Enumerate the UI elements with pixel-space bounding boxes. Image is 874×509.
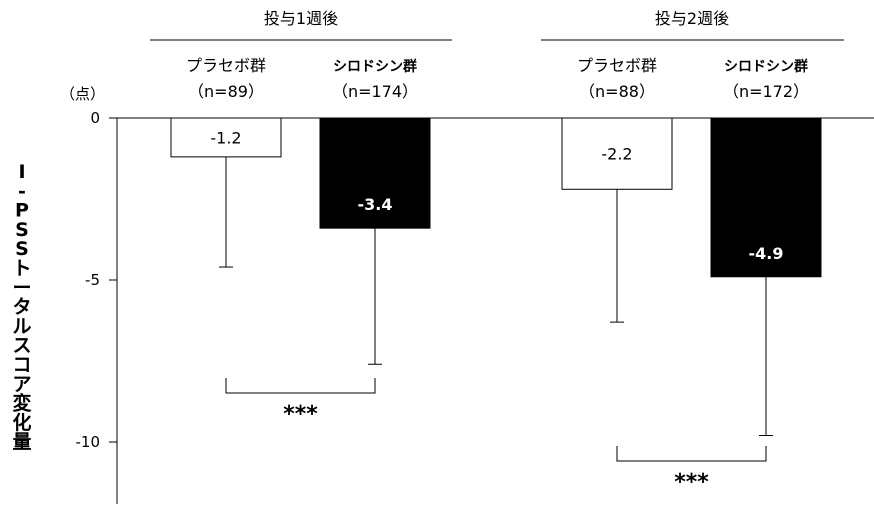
y-axis-title-char: ト — [12, 258, 31, 280]
significance-bracket — [616, 446, 767, 462]
y-axis-title-char: ア — [12, 373, 31, 395]
y-axis-title-char: P — [15, 200, 29, 222]
y-axis-title-char: タ — [12, 296, 31, 318]
y-ticks: 0 -5 -10 — [76, 109, 117, 451]
data-label: -1.2 — [210, 128, 241, 147]
bar — [319, 117, 431, 229]
arm-label: シロドシン群 — [333, 58, 417, 75]
significance-brackets: *** *** — [225, 378, 767, 495]
n-label: （n=89） — [188, 82, 264, 101]
y-axis-title-char: コ — [12, 354, 31, 376]
bar — [561, 117, 673, 190]
y-tick-label: -10 — [76, 433, 101, 451]
group-label: 投与1週後 — [264, 9, 338, 28]
arm-label: シロドシン群 — [724, 58, 808, 75]
data-label: -3.4 — [358, 195, 393, 214]
data-label: -2.2 — [601, 145, 632, 164]
arm-label: プラセボ群 — [577, 56, 657, 75]
n-label: （n=88） — [579, 82, 655, 101]
y-axis-title-char: 量 — [12, 431, 31, 453]
y-axis-title-char: - — [18, 180, 26, 202]
bars: -1.2 -3.4 -2.2 -4.9 — [170, 117, 822, 437]
y-axis-title-char: ル — [12, 315, 31, 337]
y-axis-title-char: ー — [12, 277, 31, 299]
y-axis-title-char: S — [15, 219, 29, 241]
bar — [170, 117, 282, 158]
y-axis-title: I -P S S トータルスコア変化量 — [12, 161, 31, 453]
y-tick-label: 0 — [90, 109, 100, 127]
y-axis-title-char: I — [18, 161, 25, 183]
y-axis-title-char: 変 — [12, 392, 31, 415]
y-axis-title-char: S — [15, 238, 29, 260]
significance-bracket — [225, 378, 376, 394]
bar — [710, 117, 822, 278]
y-axis-title-char: ス — [12, 335, 31, 357]
y-axis-unit: （点） — [60, 85, 105, 103]
significance-label: *** — [283, 402, 318, 427]
n-label: （n=174） — [332, 82, 418, 101]
n-label: （n=172） — [723, 82, 809, 101]
y-axis-title-char: 化 — [12, 411, 31, 434]
group-label: 投与2週後 — [655, 9, 729, 28]
y-tick-label: -5 — [85, 271, 100, 289]
significance-label: *** — [674, 470, 709, 495]
data-label: -4.9 — [749, 244, 784, 263]
arm-label: プラセボ群 — [186, 56, 266, 75]
